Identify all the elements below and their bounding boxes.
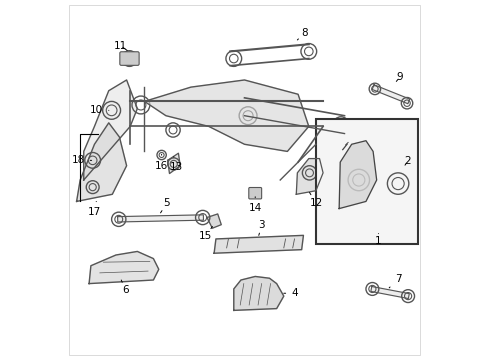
Text: 6: 6 bbox=[121, 280, 129, 295]
Polygon shape bbox=[144, 80, 308, 152]
Text: 1: 1 bbox=[374, 234, 381, 247]
Polygon shape bbox=[83, 80, 137, 180]
Text: 14: 14 bbox=[248, 197, 261, 213]
Text: 3: 3 bbox=[258, 220, 264, 235]
Polygon shape bbox=[296, 158, 323, 194]
Text: 4: 4 bbox=[283, 288, 297, 298]
Polygon shape bbox=[233, 276, 283, 310]
Text: 17: 17 bbox=[88, 202, 101, 217]
Polygon shape bbox=[77, 123, 126, 202]
Text: 12: 12 bbox=[309, 193, 322, 207]
Polygon shape bbox=[89, 251, 159, 284]
Polygon shape bbox=[370, 287, 408, 298]
Polygon shape bbox=[206, 214, 221, 228]
FancyBboxPatch shape bbox=[248, 188, 261, 199]
Polygon shape bbox=[167, 153, 180, 174]
Text: 16: 16 bbox=[155, 154, 168, 171]
Polygon shape bbox=[214, 235, 303, 253]
Text: 5: 5 bbox=[160, 198, 170, 213]
Polygon shape bbox=[339, 141, 376, 208]
Text: 18: 18 bbox=[71, 156, 91, 165]
Text: 7: 7 bbox=[388, 274, 401, 288]
Text: 13: 13 bbox=[170, 157, 183, 172]
FancyBboxPatch shape bbox=[120, 52, 139, 65]
Bar bbox=[315, 119, 417, 244]
Text: 10: 10 bbox=[90, 105, 109, 115]
Text: 15: 15 bbox=[199, 226, 212, 242]
Polygon shape bbox=[371, 85, 409, 104]
Text: 9: 9 bbox=[395, 72, 403, 82]
Text: 8: 8 bbox=[297, 28, 307, 40]
Text: 11: 11 bbox=[114, 41, 127, 51]
Text: 2: 2 bbox=[404, 156, 410, 166]
Polygon shape bbox=[118, 215, 203, 222]
